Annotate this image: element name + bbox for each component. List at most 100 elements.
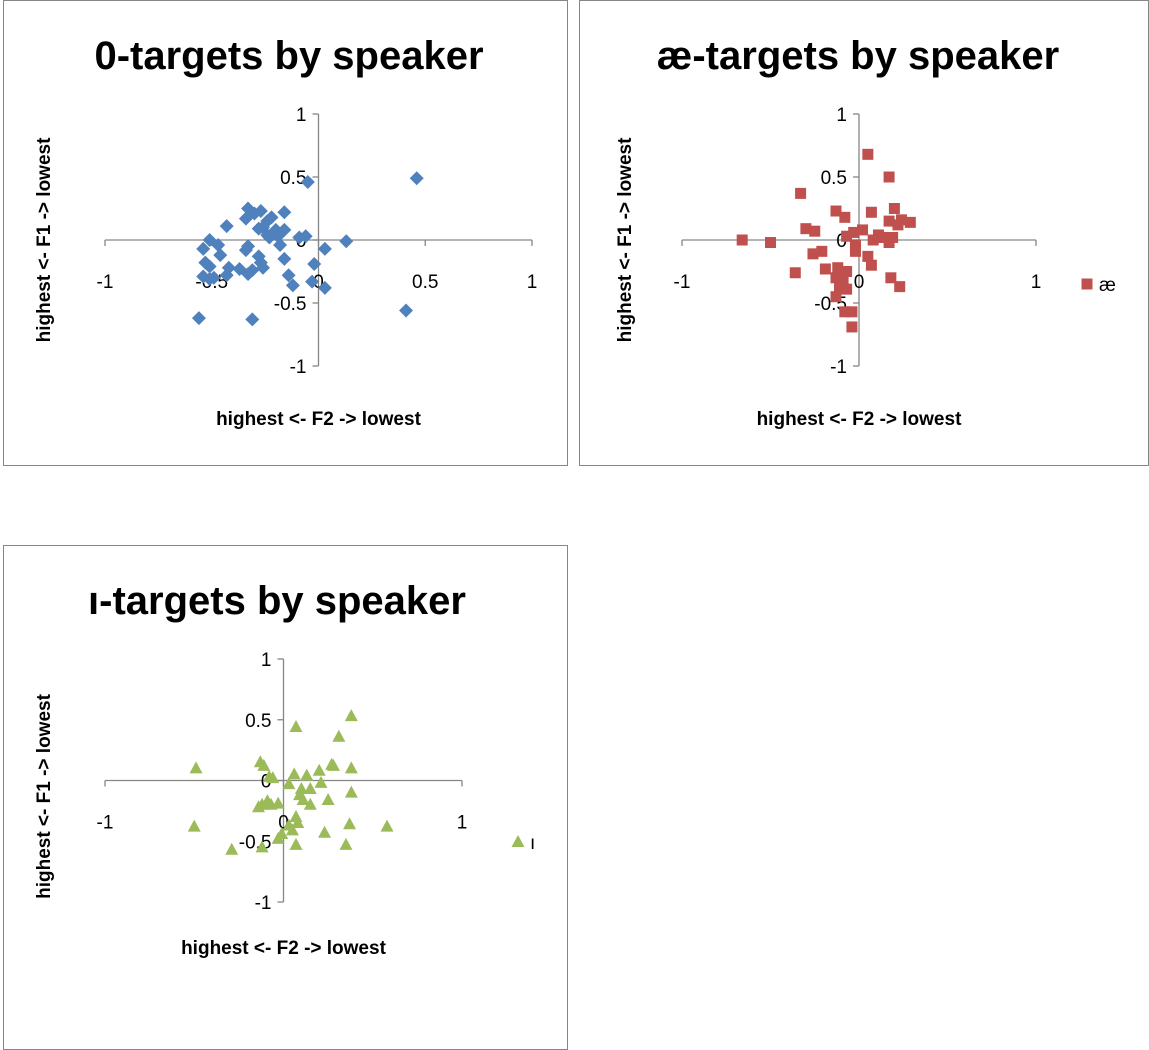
data-point [219,268,234,283]
data-point [271,831,285,844]
scatter-chart: ı-targets by speaker-1 0 110.50-0.5-1highe… [34,579,535,959]
x-tick-label: 0.5 [412,272,438,293]
data-point [892,219,904,231]
data-point [285,823,299,836]
legend-label: æ [1099,275,1116,296]
data-point [264,210,279,225]
x-tick-label: -1 [674,272,691,293]
y-tick-label: 0.5 [821,168,847,189]
data-point [736,234,748,246]
data-point [245,312,260,327]
data-point [317,280,332,295]
data-point [839,211,851,223]
data-point [191,311,206,326]
y-tick-label: 1 [296,105,307,126]
data-point [277,251,292,266]
data-point [339,234,354,249]
data-point [846,321,858,333]
data-point [830,291,842,303]
data-point [862,250,874,262]
data-point [865,206,877,218]
data-point [300,768,314,781]
y-axis-title: highest <- F1 -> lowest [615,137,636,342]
scatter-chart: 0-targets by speaker-1-0.500.5110.50-0.5… [34,34,538,430]
x-tick-label: 0 [278,813,289,834]
data-point [298,229,313,244]
series-points [187,709,394,855]
data-point [255,797,269,810]
data-point [830,205,842,217]
data-point [839,306,851,318]
data-point [318,825,332,838]
data-point [291,816,305,829]
data-point [862,148,874,160]
chart-panel-ae-targets: æ-targets by speaker-10110.50-0.5-1highe… [579,0,1149,466]
x-tick-label: -1 [97,813,114,834]
data-point [255,840,269,853]
data-point [343,817,357,830]
data-point [816,245,828,257]
x-axis-title: highest <- F2 -> lowest [216,409,421,430]
y-axis-title: highest <- F1 -> lowest [34,693,55,898]
data-point [289,720,303,733]
data-point [219,219,234,234]
data-point [211,238,226,253]
chart-panel-i-targets: ı-targets by speaker -1 0 1 1 0.5 0 -0.5 -1 highe… [3,545,568,1050]
x-tick-label: -1 [97,272,114,293]
data-point [270,229,285,244]
chart-title: æ-targets by speaker [657,34,1059,78]
data-point [830,272,842,284]
data-point [344,709,358,722]
data-point [789,267,801,279]
data-point [819,263,831,275]
data-point [867,234,879,246]
chart-panel-0-targets: 0-targets by speaker-1-0.500.5110.50-0.5… [3,0,568,466]
y-tick-label: 0.5 [280,168,306,189]
x-tick-label: 1 [527,272,538,293]
data-point [296,792,310,805]
data-point [312,763,326,776]
y-tick-label: 0.5 [245,711,271,732]
legend: æ [1081,275,1116,296]
data-point [189,761,203,774]
data-point [894,281,906,293]
series-points [191,171,424,327]
data-point [344,785,358,798]
x-tick-label: 0 [854,272,865,293]
y-tick-label: 1 [836,105,847,126]
data-point [339,837,353,850]
data-point [241,201,256,216]
data-point [305,274,320,289]
data-point [344,761,358,774]
data-point [277,205,292,220]
y-tick-label: 0 [261,772,272,793]
data-point [409,171,424,186]
y-tick-label: -1 [290,357,307,378]
y-tick-label: -1 [830,357,847,378]
data-point [857,224,869,236]
y-tick-label: -0.5 [274,294,307,315]
data-point [885,272,897,284]
data-point [198,255,213,270]
data-point [888,203,900,214]
data-point [800,223,812,235]
chart-title: ı-targets by speaker [88,579,466,623]
chart-title: 0-targets by speaker [94,34,483,78]
scatter-chart: æ-targets by speaker-10110.50-0.5-1highe… [615,34,1116,430]
data-point [213,248,228,263]
data-point [225,842,239,855]
data-point [257,758,271,771]
data-point [883,237,895,249]
data-point [849,245,861,257]
x-tick-label: 0 [313,272,324,293]
data-point [832,262,844,274]
x-axis-title: highest <- F2 -> lowest [181,938,386,959]
data-point [202,272,217,287]
data-point [841,283,853,295]
legend-label: ı [530,833,535,854]
y-tick-label: 1 [261,650,272,671]
y-tick-label: -1 [255,893,272,914]
data-point [300,175,315,190]
data-point [253,204,268,219]
data-point [841,266,853,277]
